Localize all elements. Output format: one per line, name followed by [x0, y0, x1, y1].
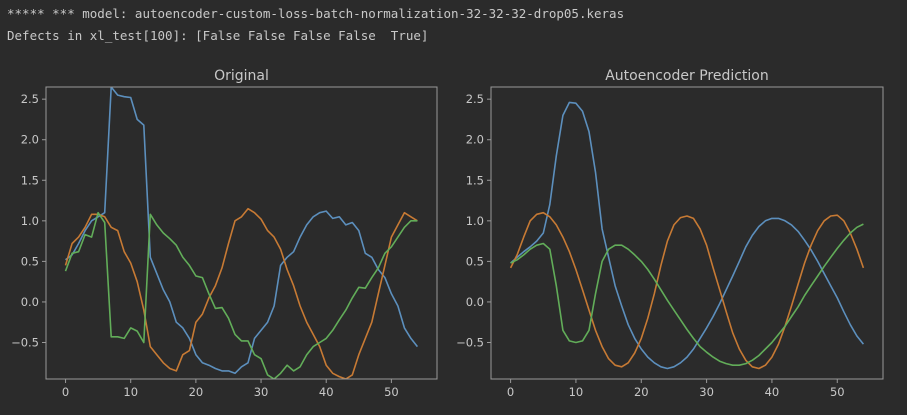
y-tick-label: 2.0 — [466, 133, 484, 147]
series-line-3 — [510, 223, 864, 367]
axes-frame — [490, 86, 884, 380]
x-tick-label: 30 — [699, 385, 714, 399]
console-output: ***** *** model: autoencoder-custom-loss… — [0, 0, 907, 60]
y-tick-label: 0.0 — [466, 295, 484, 309]
x-tick-label: 40 — [319, 385, 334, 399]
x-tick-label: 10 — [569, 385, 584, 399]
x-tick-label: 10 — [123, 385, 138, 399]
chart-title: Autoencoder Prediction — [605, 68, 769, 84]
y-tick-label: 1.5 — [466, 173, 484, 187]
y-tick-label: 2.0 — [21, 133, 39, 147]
y-tick-label: 1.5 — [21, 173, 39, 187]
axes-frame — [45, 86, 438, 380]
x-tick-label: 50 — [384, 385, 399, 399]
console-defects-line: Defects in xl_test[100]: [False False Fa… — [7, 28, 429, 43]
y-tick-label: 0.5 — [466, 254, 484, 268]
x-tick-label: 40 — [765, 385, 780, 399]
x-tick-label: 50 — [830, 385, 845, 399]
x-tick-label: 0 — [507, 385, 514, 399]
plot-area — [509, 101, 865, 370]
x-tick-label: 20 — [634, 385, 649, 399]
console-model-line: ***** *** model: autoencoder-custom-loss… — [7, 6, 625, 21]
series-line-3 — [64, 211, 418, 379]
chart-original: Original 0 10 20 30 40 50 −0.5 0.0 0.5 1.0 1.5 2.0 2.… — [11, 68, 438, 399]
series-line-1 — [510, 101, 865, 370]
x-tick-label: 0 — [62, 385, 69, 399]
series-line-1 — [65, 87, 419, 375]
y-tick-label: −0.5 — [11, 336, 39, 350]
plot-area — [64, 87, 419, 379]
chart-autoencoder-prediction: Autoencoder Prediction 0 10 20 30 40 50 −0.5 0.0… — [456, 68, 884, 399]
y-tick-label: 2.5 — [466, 92, 484, 106]
series-line-2 — [509, 211, 865, 370]
y-tick-label: 1.0 — [21, 214, 39, 228]
chart-title: Original — [214, 68, 269, 84]
series-line-2 — [64, 207, 418, 379]
y-tick-label: −0.5 — [456, 336, 484, 350]
y-tick-label: 1.0 — [466, 214, 484, 228]
y-tick-label: 2.5 — [21, 92, 39, 106]
x-tick-label: 30 — [254, 385, 269, 399]
x-tick-label: 20 — [189, 385, 204, 399]
y-tick-label: 0.5 — [21, 254, 39, 268]
y-tick-label: 0.0 — [21, 295, 39, 309]
